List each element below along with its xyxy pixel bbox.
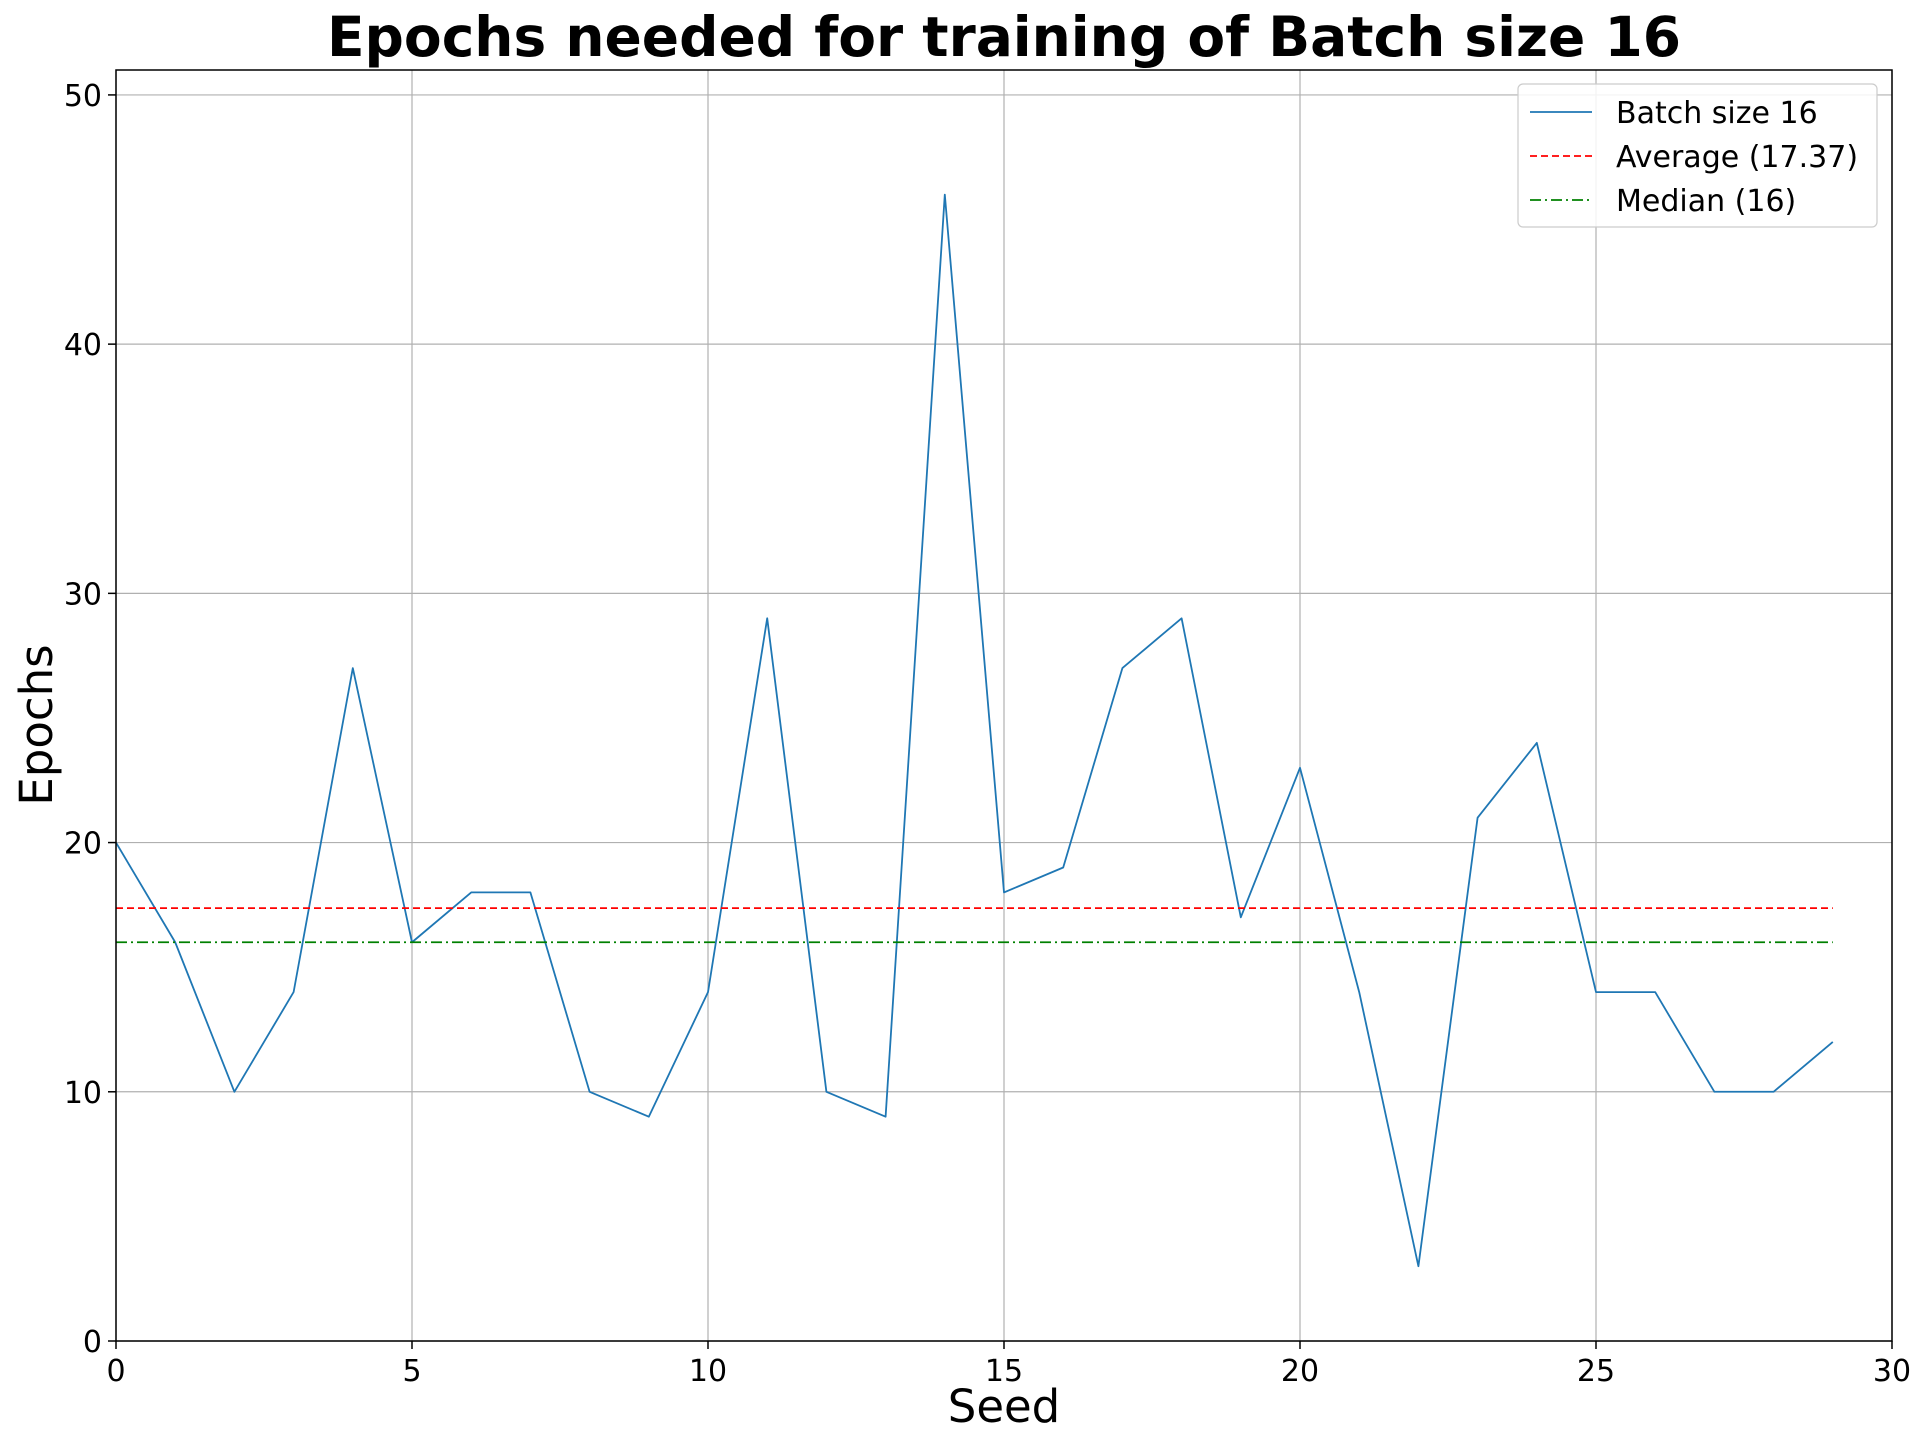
y-tick-label: 40 — [64, 328, 102, 363]
chart-title: Epochs needed for training of Batch size… — [327, 5, 1681, 69]
legend-label: Median (16) — [1616, 184, 1796, 219]
series-layer — [115, 193, 1834, 1268]
x-tick-label: 30 — [1873, 1354, 1911, 1389]
series-line-1 — [115, 193, 1834, 1268]
y-tick-label: 10 — [64, 1076, 102, 1111]
x-tick-label: 20 — [1281, 1354, 1319, 1389]
x-tick-label: 15 — [985, 1354, 1023, 1389]
ticks: 0 5 10 15 20 25 30 0 10 20 30 40 50 — [64, 79, 1911, 1389]
y-tick-label: 50 — [64, 79, 102, 114]
y-tick-label: 20 — [64, 827, 102, 862]
legend-label: Batch size 16 — [1616, 96, 1818, 131]
x-tick-label: 5 — [402, 1354, 421, 1389]
legend-box — [1517, 83, 1878, 228]
y-tick-label: 30 — [64, 577, 102, 612]
y-tick-label: 0 — [83, 1325, 102, 1360]
x-tick-label: 25 — [1577, 1354, 1615, 1389]
y-axis-label: Epochs — [10, 644, 63, 805]
x-axis-label: Seed — [948, 1380, 1061, 1433]
x-tick-label: 0 — [106, 1354, 125, 1389]
legend: Batch size 16 Average (17.37) Median (16) — [1517, 83, 1878, 228]
legend-label: Average (17.37) — [1616, 140, 1858, 175]
x-tick-label: 10 — [689, 1354, 727, 1389]
grid — [115, 70, 1893, 1342]
